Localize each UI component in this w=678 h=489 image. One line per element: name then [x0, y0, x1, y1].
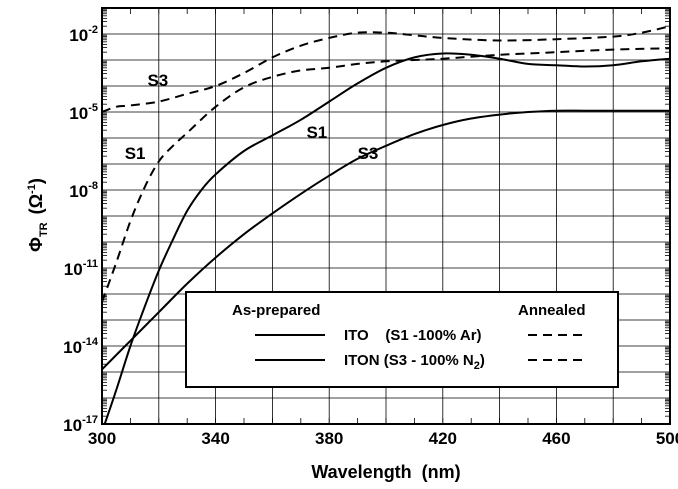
y-tick-label: 10-8	[69, 180, 98, 201]
series-line-s3-annealed	[102, 25, 670, 113]
svg-text:ΦTR(Ω-1): ΦTR(Ω-1)	[26, 178, 50, 252]
x-tick-label: 340	[201, 429, 229, 448]
legend-box	[185, 291, 619, 388]
legend-annealed: Annealed	[518, 302, 586, 319]
y-tick-label: 10-14	[63, 336, 99, 357]
x-axis-title: Wavelength (nm)	[311, 462, 460, 482]
annotations: S3 S1 S1 S3	[125, 71, 379, 163]
series-annotation: S3	[358, 144, 379, 163]
y-tick-label: 10-2	[69, 24, 98, 45]
series-annotation: S1	[306, 123, 327, 142]
series-line-s3-as-prepared	[102, 109, 670, 371]
series-line-s1-annealed	[102, 47, 670, 303]
legend: As-prepared Annealed ITO (S1 -100% Ar) I…	[185, 291, 619, 388]
y-tick-label: 10-5	[69, 102, 98, 123]
x-tick-label: 420	[429, 429, 457, 448]
y-axis-title: ΦTR(Ω-1)	[26, 178, 50, 252]
legend-row1-label: ITO (S1 -100% Ar)	[344, 327, 482, 344]
x-tick-label: 380	[315, 429, 343, 448]
legend-as-prepared: As-prepared	[232, 302, 320, 319]
series-annotation: S3	[147, 71, 168, 90]
series-group	[102, 25, 670, 424]
ticks: 300 340 380 420 460 500 10-17 10-14 10-11 10-8 10-…	[63, 8, 678, 448]
x-tick-label: 300	[88, 429, 116, 448]
y-tick-label: 10-17	[63, 414, 98, 435]
legend-row2-label: ITON (S3 - 100% N2)	[344, 352, 485, 372]
series-line-s1-as-prepared	[103, 52, 670, 424]
series-annotation: S1	[125, 144, 146, 163]
y-tick-label: 10-11	[64, 258, 98, 279]
x-tick-label: 460	[542, 429, 570, 448]
x-tick-label: 500	[656, 429, 678, 448]
